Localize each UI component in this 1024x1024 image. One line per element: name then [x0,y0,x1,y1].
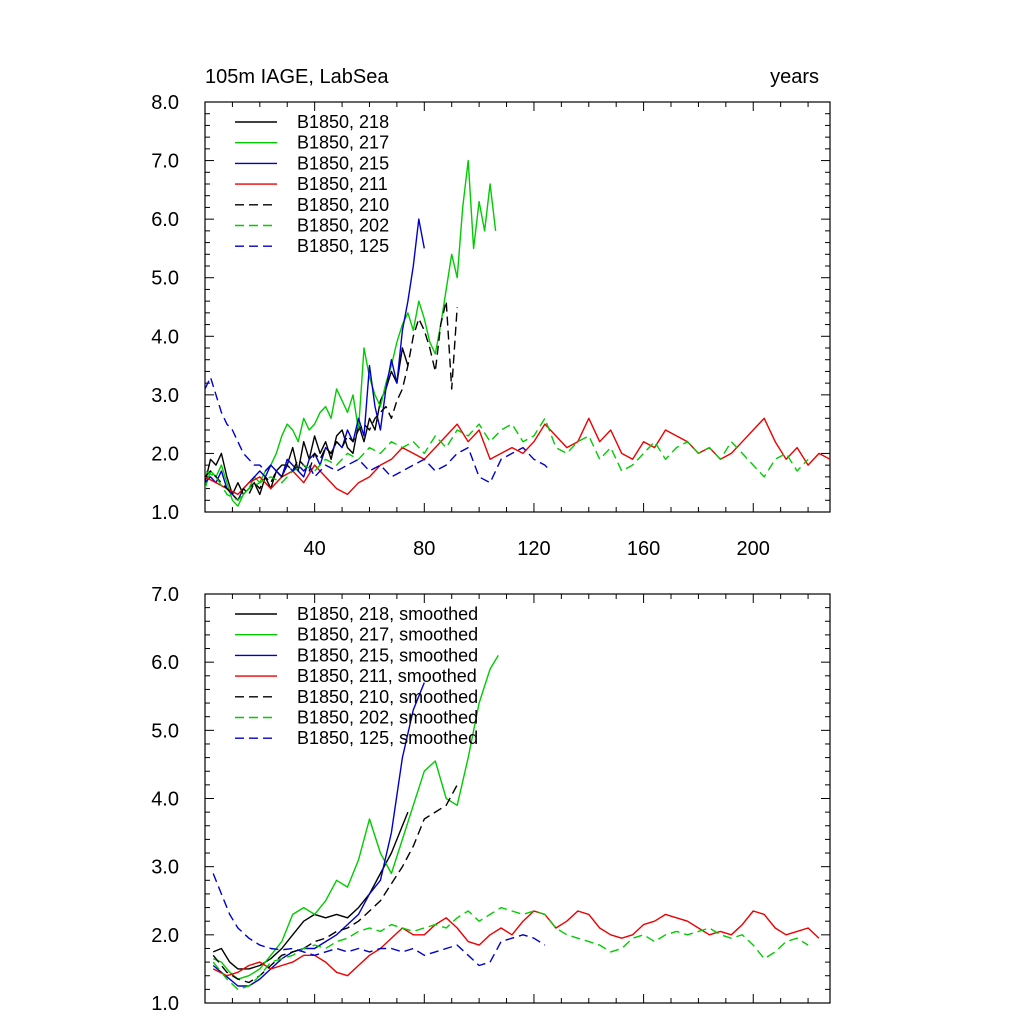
series-group-top [205,159,830,507]
y-tick-label: 2.0 [151,925,179,947]
y-tick-label: 6.0 [151,652,179,674]
x-tick-label: 120 [517,538,550,560]
legend-label-1: B1850, 218 [297,112,389,132]
x-tick-label: 160 [627,538,660,560]
y-tick-label: 1.0 [151,993,179,1015]
y-tick-label: 4.0 [151,326,179,348]
legend-label-4: B1850, 211, smoothed [297,666,477,686]
chart-panel-top: 1.0 2.0 3.0 4.0 5.0 6.0 7.0 8.0 40 80 120 160 200 B18… [151,92,831,560]
legend-label-3: B1850, 215 [297,153,389,173]
legend-label-7: B1850, 125, smoothed [297,728,478,748]
x-tick-label: 200 [737,538,770,560]
x-tick-label: 40 [304,538,326,560]
legend-label-4: B1850, 211 [297,174,388,194]
y-tick-label: 7.0 [151,584,179,606]
series-line-4 [205,417,830,496]
y-tick-label: 7.0 [151,151,179,173]
series-line-7 [212,873,546,967]
y-tick-label: 4.0 [151,789,179,811]
legend-label-1: B1850, 218, smoothed [297,604,478,624]
y-tick-label: 3.0 [151,857,179,879]
y-tick-label: 8.0 [151,92,179,114]
series-line-4 [212,910,820,977]
y-tick-label: 5.0 [151,720,179,742]
legend-label-5: B1850, 210, smoothed [297,687,478,707]
legend-label-2: B1850, 217 [297,133,389,153]
legend-label-7: B1850, 125 [297,236,389,256]
series-line-7 [205,376,551,484]
plot-frame-top [204,101,831,513]
y-tick-label: 2.0 [151,443,179,465]
series-line-2 [212,655,499,980]
series-line-6 [212,906,809,991]
legend-label-3: B1850, 215, smoothed [297,645,478,665]
legend-label-5: B1850, 210 [297,195,389,215]
y-tick-label: 6.0 [151,209,179,231]
series-line-6 [205,417,809,501]
chart-title: 105m IAGE, LabSea [205,66,389,88]
y-tick-label: 1.0 [151,502,179,524]
series-line-1 [212,811,409,970]
x-axis-unit-label: years [770,66,819,88]
y-tick-label: 5.0 [151,268,179,290]
y-tick-label: 3.0 [151,385,179,407]
series-line-3 [205,218,425,501]
series-line-1 [205,347,409,496]
series-line-5 [205,300,458,501]
series-line-3 [212,682,425,987]
legend-label-6: B1850, 202, smoothed [297,708,478,728]
chart-panel-bottom: 1.0 2.0 3.0 4.0 5.0 6.0 7.0 B1850, 218, smoothe… [151,584,831,1015]
legend-label-6: B1850, 202 [297,216,389,236]
series-group-bottom [212,655,820,991]
legend-label-2: B1850, 217, smoothed [297,625,478,645]
x-tick-label: 80 [413,538,435,560]
